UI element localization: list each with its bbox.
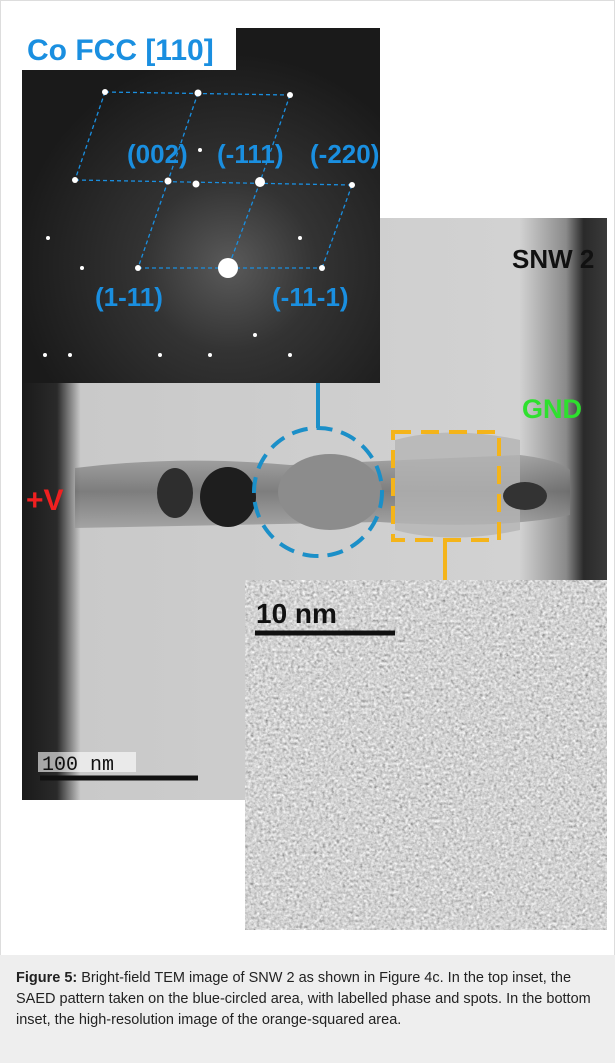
spot-label: (-111): [217, 139, 284, 169]
diffraction-spot: [319, 265, 325, 271]
diffraction-spot: [349, 182, 355, 188]
particle: [503, 482, 547, 510]
nanowire-segment: [395, 433, 520, 538]
diffraction-spot: [135, 265, 141, 271]
diffraction-spot: [68, 353, 72, 357]
diffraction-spot: [288, 353, 292, 357]
diffraction-spot: [253, 333, 257, 337]
caption-text: Bright-field TEM image of SNW 2 as shown…: [16, 970, 591, 1028]
diffraction-spot: [255, 177, 265, 187]
spot-label: (1-11): [95, 282, 163, 312]
diffraction-spot: [46, 236, 50, 240]
diffraction-spot: [158, 353, 162, 357]
diffraction-spot: [102, 89, 108, 95]
spot-label: (-11-1): [272, 282, 349, 312]
sample-label: SNW 2: [512, 244, 594, 274]
hr-scale-bar-label: 10 nm: [256, 598, 337, 629]
diffraction-spot: [198, 148, 202, 152]
caption-label: Figure 5:: [16, 970, 77, 986]
diffraction-spot: [287, 92, 293, 98]
diffraction-spot: [72, 177, 78, 183]
saed-inset: [22, 28, 380, 383]
diffraction-spot: [193, 181, 200, 188]
diffraction-spot: [43, 353, 47, 357]
diffraction-spot: [298, 236, 302, 240]
diffraction-spot: [218, 258, 238, 278]
spot-label: (-220): [310, 139, 379, 169]
scale-bar-label: 100 nm: [42, 754, 114, 777]
figure: SNW 2 GND +V 100 nm Co FCC [110] (002) (…: [0, 0, 615, 955]
diffraction-spot: [80, 266, 84, 270]
saed-title: Co FCC [110]: [27, 34, 214, 67]
particle: [157, 468, 193, 518]
diffraction-spot: [165, 178, 172, 185]
particle: [200, 467, 256, 527]
particle: [278, 454, 382, 530]
diffraction-spot: [195, 90, 202, 97]
ground-label: GND: [522, 394, 582, 424]
caption: Figure 5: Bright-field TEM image of SNW …: [0, 955, 615, 1063]
page: {"figure": {"saed_title": "Co FCC [110]"…: [0, 0, 615, 1063]
voltage-label: +V: [26, 484, 64, 517]
spot-label: (002): [127, 139, 188, 169]
diffraction-spot: [208, 353, 212, 357]
